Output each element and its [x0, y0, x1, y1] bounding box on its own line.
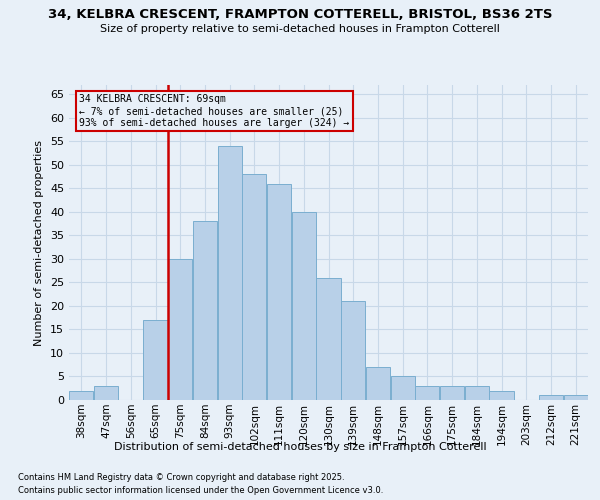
Text: Contains HM Land Registry data © Crown copyright and database right 2025.: Contains HM Land Registry data © Crown c…: [18, 472, 344, 482]
Text: 34, KELBRA CRESCENT, FRAMPTON COTTERELL, BRISTOL, BS36 2TS: 34, KELBRA CRESCENT, FRAMPTON COTTERELL,…: [48, 8, 552, 20]
Text: Contains public sector information licensed under the Open Government Licence v3: Contains public sector information licen…: [18, 486, 383, 495]
Bar: [94, 386, 118, 400]
Bar: [316, 278, 341, 400]
Bar: [415, 386, 439, 400]
Bar: [563, 396, 588, 400]
Bar: [391, 376, 415, 400]
Bar: [267, 184, 291, 400]
Bar: [292, 212, 316, 400]
Bar: [143, 320, 167, 400]
Y-axis label: Number of semi-detached properties: Number of semi-detached properties: [34, 140, 44, 346]
Bar: [69, 390, 94, 400]
Bar: [464, 386, 489, 400]
Bar: [218, 146, 242, 400]
Bar: [539, 396, 563, 400]
Bar: [366, 367, 390, 400]
Text: Distribution of semi-detached houses by size in Frampton Cotterell: Distribution of semi-detached houses by …: [113, 442, 487, 452]
Bar: [341, 302, 365, 400]
Bar: [168, 259, 193, 400]
Bar: [242, 174, 266, 400]
Bar: [440, 386, 464, 400]
Bar: [193, 222, 217, 400]
Text: 34 KELBRA CRESCENT: 69sqm
← 7% of semi-detached houses are smaller (25)
93% of s: 34 KELBRA CRESCENT: 69sqm ← 7% of semi-d…: [79, 94, 350, 128]
Bar: [490, 390, 514, 400]
Text: Size of property relative to semi-detached houses in Frampton Cotterell: Size of property relative to semi-detach…: [100, 24, 500, 34]
